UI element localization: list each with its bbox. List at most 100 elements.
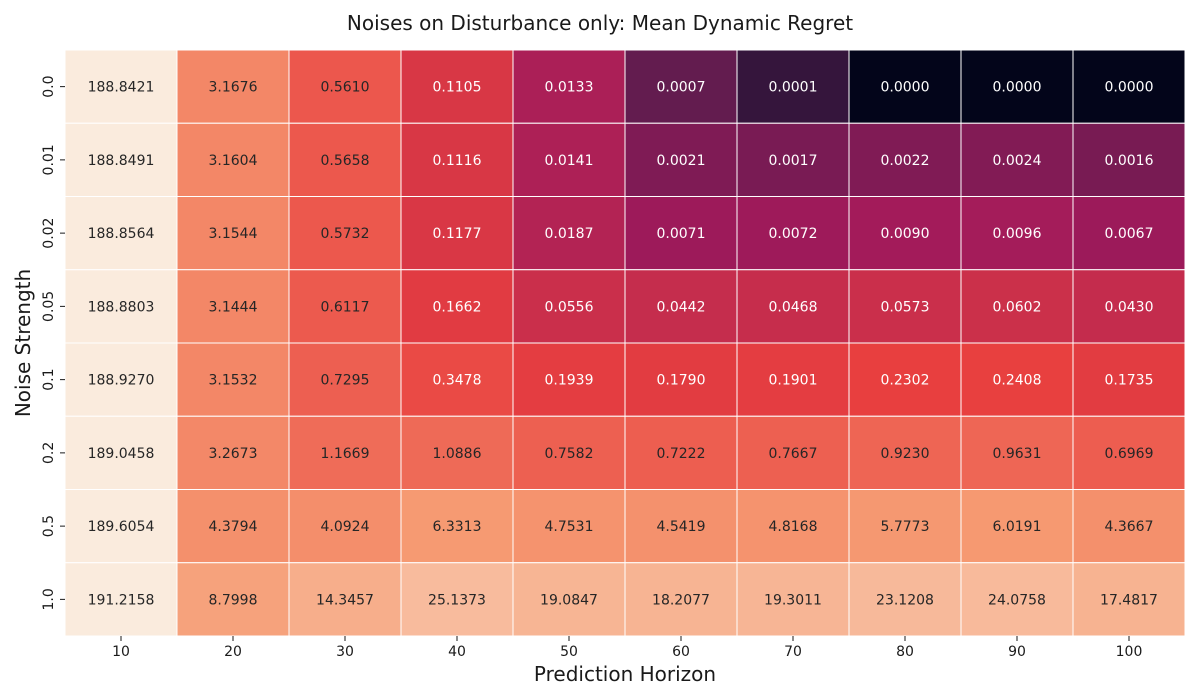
heatmap-cell xyxy=(736,562,850,637)
cell-value-label: 0.0573 xyxy=(881,299,930,315)
cell-value-label: 0.0090 xyxy=(881,226,930,242)
heatmap-cell xyxy=(512,562,626,637)
heatmap-cell xyxy=(512,122,626,197)
cell-value-label: 0.7582 xyxy=(545,446,594,462)
heatmap-cell xyxy=(1072,49,1186,124)
cell-value-label: 0.0001 xyxy=(769,80,818,96)
y-tick-label: 0.05 xyxy=(41,291,57,322)
cell-value-label: 0.5732 xyxy=(321,226,370,242)
y-axis-label: Noise Strength xyxy=(11,269,35,417)
cell-value-label: 0.0000 xyxy=(1105,80,1154,96)
heatmap-cell xyxy=(960,196,1074,271)
heatmap-cell xyxy=(176,122,290,197)
cell-value-label: 0.6117 xyxy=(321,299,370,315)
cell-value-label: 0.0067 xyxy=(1105,226,1154,242)
y-tick-label: 0.2 xyxy=(41,442,57,464)
heatmap-cell xyxy=(960,415,1074,490)
heatmap-cell xyxy=(64,269,178,344)
heatmap-cell xyxy=(736,122,850,197)
heatmap-cell xyxy=(288,196,402,271)
cell-value-label: 0.0000 xyxy=(993,80,1042,96)
cell-value-label: 1.1669 xyxy=(321,446,370,462)
cell-value-label: 19.0847 xyxy=(540,592,598,608)
heatmap-cell xyxy=(624,49,738,124)
heatmap-cell xyxy=(624,122,738,197)
x-tick-label: 20 xyxy=(224,644,242,660)
cell-value-label: 25.1373 xyxy=(428,592,486,608)
heatmap-cell xyxy=(960,269,1074,344)
x-axis-ticks: 10 20 30 40 50 60 70 80 90 100 xyxy=(112,636,1142,660)
cell-value-label: 24.0758 xyxy=(988,592,1046,608)
cell-value-label: 0.0016 xyxy=(1105,153,1154,169)
cell-value-label: 3.1544 xyxy=(209,226,258,242)
cell-value-label: 0.0024 xyxy=(993,153,1042,169)
heatmap-cell xyxy=(64,49,178,124)
heatmap-cell xyxy=(624,342,738,417)
cell-value-label: 0.7295 xyxy=(321,373,370,389)
cell-value-label: 14.3457 xyxy=(316,592,374,608)
y-axis-ticks: 0.0 0.01 0.02 0.05 0.1 0.2 0.5 1.0 xyxy=(41,75,65,611)
heatmap-cell xyxy=(288,562,402,637)
cell-value-label: 5.7773 xyxy=(881,519,930,535)
heatmap-cell xyxy=(848,122,962,197)
cell-value-label: 4.3794 xyxy=(209,519,258,535)
cell-value-label: 189.6054 xyxy=(88,519,155,535)
heatmap-cell xyxy=(1072,489,1186,564)
heatmap-cell xyxy=(1072,269,1186,344)
heatmap-cell xyxy=(736,415,850,490)
heatmap-cell xyxy=(176,49,290,124)
cell-value-label: 4.3667 xyxy=(1105,519,1154,535)
chart-title: Noises on Disturbance only: Mean Dynamic… xyxy=(347,11,853,35)
cell-value-label: 0.0007 xyxy=(657,80,706,96)
heatmap-cell xyxy=(176,196,290,271)
x-tick-label: 60 xyxy=(672,644,690,660)
heatmap-cell xyxy=(624,489,738,564)
cell-value-label: 0.0556 xyxy=(545,299,594,315)
x-tick-label: 30 xyxy=(336,644,354,660)
cell-value-label: 0.0602 xyxy=(993,299,1042,315)
heatmap-cell xyxy=(64,489,178,564)
cell-value-label: 188.9270 xyxy=(88,373,155,389)
cell-value-label: 0.0017 xyxy=(769,153,818,169)
cell-value-label: 188.8421 xyxy=(88,80,155,96)
x-tick-label: 10 xyxy=(112,644,130,660)
heatmap-cell xyxy=(512,49,626,124)
cell-value-label: 0.9631 xyxy=(993,446,1042,462)
heatmap-cell xyxy=(624,415,738,490)
heatmap-cell xyxy=(736,196,850,271)
heatmap-cell xyxy=(848,562,962,637)
cell-value-label: 4.5419 xyxy=(657,519,706,535)
heatmap-cell xyxy=(960,122,1074,197)
cell-value-label: 4.7531 xyxy=(545,519,594,535)
heatmap-cell xyxy=(848,489,962,564)
heatmap-cell xyxy=(1072,196,1186,271)
cell-value-label: 4.0924 xyxy=(321,519,370,535)
cell-value-label: 3.1676 xyxy=(209,80,258,96)
cell-value-label: 0.1662 xyxy=(433,299,482,315)
heatmap-cell xyxy=(288,415,402,490)
heatmap-cell xyxy=(960,342,1074,417)
cell-value-label: 0.0442 xyxy=(657,299,706,315)
cell-value-label: 0.1790 xyxy=(657,373,706,389)
heatmap-cell xyxy=(400,415,514,490)
y-tick-label: 0.1 xyxy=(41,368,57,390)
cell-value-label: 0.7222 xyxy=(657,446,706,462)
heatmap-cell xyxy=(512,196,626,271)
heatmap-cell xyxy=(512,269,626,344)
cell-value-label: 0.1105 xyxy=(433,80,482,96)
heatmap-cell xyxy=(848,269,962,344)
heatmap-cell xyxy=(736,342,850,417)
cell-value-label: 0.5658 xyxy=(321,153,370,169)
cell-value-label: 3.1532 xyxy=(209,373,258,389)
x-axis-label: Prediction Horizon xyxy=(534,662,716,686)
cell-value-label: 0.2408 xyxy=(993,373,1042,389)
heatmap-cell xyxy=(400,122,514,197)
cell-value-label: 0.7667 xyxy=(769,446,818,462)
cell-value-label: 188.8491 xyxy=(88,153,155,169)
cell-value-label: 0.3478 xyxy=(433,373,482,389)
cell-value-label: 6.0191 xyxy=(993,519,1042,535)
cell-value-label: 3.1444 xyxy=(209,299,258,315)
cell-value-label: 189.0458 xyxy=(88,446,155,462)
cell-value-label: 0.6969 xyxy=(1105,446,1154,462)
cell-value-label: 188.8803 xyxy=(88,299,155,315)
